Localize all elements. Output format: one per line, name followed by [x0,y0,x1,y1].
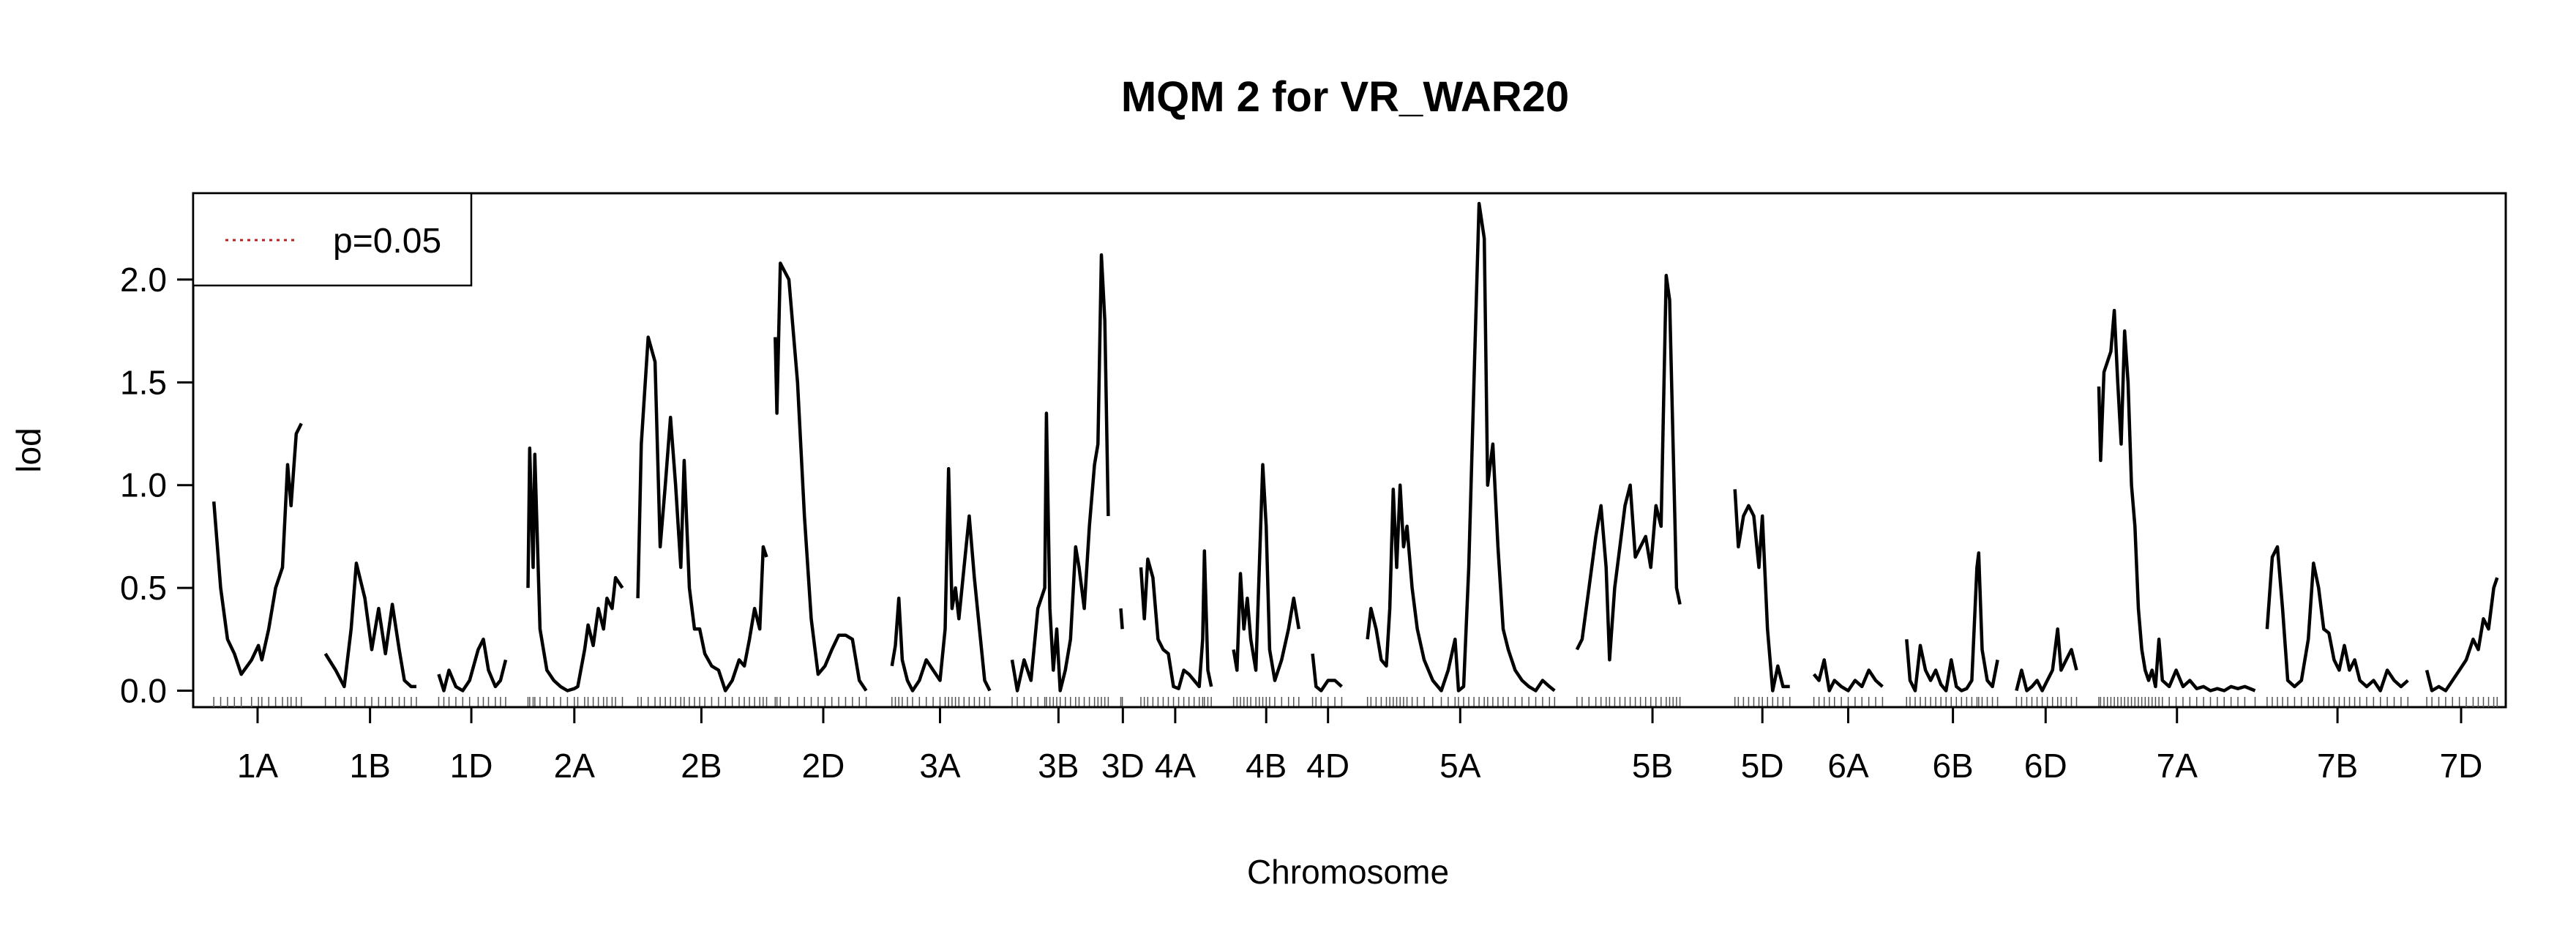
lod-curves [211,201,2499,693]
x-axis-label: Chromosome [1247,853,1449,891]
y-tick-label: 0.5 [120,569,167,607]
lod-curve-1D [437,638,508,693]
chart-title: MQM 2 for VR_WAR20 [1121,73,1569,121]
lod-curve-7A [2097,308,2256,693]
legend-box [192,192,473,287]
x-tick-label-5B: 5B [1632,747,1673,785]
lod-curve-4B [1232,463,1301,682]
lod-curve-5D [1733,489,1790,693]
lod-curve-6D [2015,627,2078,693]
y-tick-label: 0.0 [120,672,167,710]
x-tick-label-7D: 7D [2440,747,2483,785]
lod-curve-1B [323,561,416,689]
lod-curve-5B [1575,274,1682,662]
lod-curve-4A [1139,549,1213,690]
lod-curve-6B [1905,551,1999,693]
lod-curve-4D [1311,653,1343,693]
x-tick-label-5D: 5D [1741,747,1784,785]
x-tick-label-7A: 7A [2157,747,2198,785]
lod-curve-3A [890,467,992,693]
x-tick-label-6D: 6D [2024,747,2067,785]
x-tick-label-4D: 4D [1306,747,1349,785]
x-tick-label-6B: 6B [1932,747,1973,785]
y-axis-label: lod [10,428,48,472]
x-tick-label-4A: 4A [1155,747,1197,785]
x-tick-label-2B: 2B [681,747,722,785]
lod-curve-2A [526,446,624,693]
lod-curve-7B [2265,545,2409,693]
x-tick-label-1D: 1D [450,747,493,785]
x-axis: 1A 1B 1D 2A 2B 2D 3A 3B 3D 4A 4B 4D 5A 5B 5D 6A 6B 6D 7A 7B… [237,706,2483,785]
x-tick-label-1B: 1B [350,747,391,785]
lod-curve-2D [774,261,868,692]
lod-curve-7D [2425,577,2499,693]
legend: p=0.05 [192,192,473,287]
x-tick-label-2D: 2D [802,747,845,785]
x-tick-label-3B: 3B [1038,747,1079,785]
lod-curve-2B [636,335,768,693]
y-tick-label: 1.5 [120,363,167,401]
lod-curve-3D [1119,608,1124,630]
x-tick-label-4B: 4B [1246,747,1287,785]
x-tick-label-3A: 3A [919,747,961,785]
x-tick-label-2A: 2A [554,747,596,785]
x-tick-label-3D: 3D [1101,747,1145,785]
y-tick-label: 1.0 [120,466,167,504]
x-tick-label-5A: 5A [1439,747,1481,785]
x-tick-label-6A: 6A [1827,747,1869,785]
x-tick-label-1A: 1A [237,747,279,785]
lod-curve-5A [1366,201,1556,693]
lod-curve-3B [1010,253,1110,693]
marker-rugs [213,697,2498,707]
lod-curve-1A [211,422,303,676]
x-tick-label-7B: 7B [2317,747,2358,785]
y-axis: 0.0 0.5 1.0 1.5 2.0 [120,261,195,710]
lod-curve-6A [1812,658,1884,693]
legend-label-threshold: p=0.05 [333,222,441,261]
y-tick-label: 2.0 [120,261,167,299]
